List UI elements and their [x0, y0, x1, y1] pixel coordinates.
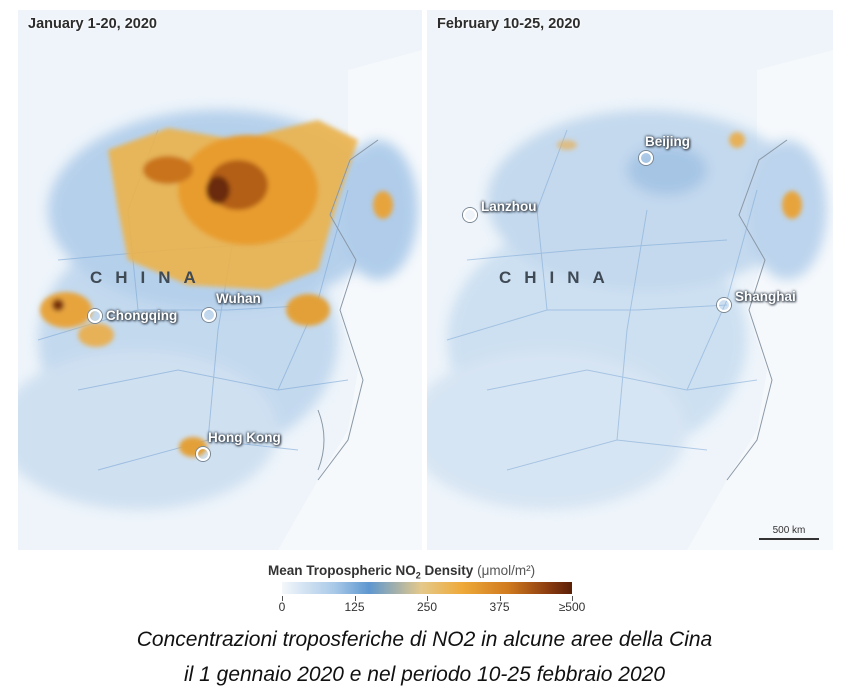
- city-hong-kong: Hong Kong: [196, 430, 281, 461]
- city-wuhan: Wuhan: [202, 291, 261, 322]
- caption-line-1: Concentrazioni troposferiche di NO2 in a…: [136, 628, 713, 651]
- city-label: Shanghai: [735, 288, 796, 304]
- legend-title: Mean Tropospheric NO2 Density (μmol/m²): [268, 563, 588, 581]
- legend-gradient-bar: [282, 582, 572, 594]
- legend-tick: [427, 596, 428, 601]
- city-marker-icon: [202, 308, 216, 322]
- city-marker-icon: [639, 151, 653, 165]
- country-label: CHINA: [499, 268, 618, 287]
- city-label: Chongqing: [106, 308, 178, 323]
- city-marker-icon: [717, 298, 731, 312]
- legend-tick-label: 375: [489, 600, 510, 614]
- panel-title-february: February 10-25, 2020: [437, 16, 581, 32]
- scale-bar: 500 km: [759, 525, 819, 540]
- city-beijing: Beijing: [639, 134, 690, 165]
- no2-map-february: [427, 10, 833, 550]
- city-shanghai: Shanghai: [717, 280, 796, 312]
- city-marker-icon: [196, 447, 210, 461]
- legend-tick-label: 250: [416, 600, 438, 614]
- legend-tick: [572, 596, 573, 601]
- legend-tick-label: ≥500: [558, 600, 586, 614]
- legend-tick-label: 0: [278, 600, 286, 614]
- legend-tick-label: 125: [344, 600, 365, 614]
- legend-tick: [282, 596, 283, 601]
- map-panel-february: February 10-25, 2020 CHINA Lanzhou Beiji…: [427, 10, 833, 550]
- legend-tick: [354, 596, 356, 601]
- legend-tick: [499, 596, 501, 601]
- legend-title-rest: Density: [420, 563, 474, 578]
- city-lanzhou: Lanzhou: [463, 190, 537, 222]
- caption-line-2: il 1 gennaio 2020 e nel periodo 10-25 fe…: [183, 663, 666, 686]
- legend-unit: (μmol/m²): [477, 563, 536, 578]
- figure-caption: Concentrazioni troposferiche di NO2 in a…: [0, 622, 849, 692]
- city-label: Beijing: [645, 134, 691, 149]
- legend-title-main: Mean Tropospheric NO: [268, 563, 416, 578]
- color-legend: Mean Tropospheric NO2 Density (μmol/m²) …: [0, 556, 849, 620]
- city-chongqing: Chongqing: [88, 308, 177, 323]
- city-label: Wuhan: [216, 291, 261, 306]
- scale-label: 500 km: [772, 525, 806, 536]
- city-label: Hong Kong: [208, 430, 281, 445]
- panel-title-january: January 1-20, 2020: [28, 16, 157, 32]
- country-label: CHINA: [90, 268, 209, 287]
- city-marker-icon: [463, 208, 477, 222]
- legend-title-subscript: 2: [415, 570, 421, 581]
- scale-line: [759, 538, 819, 540]
- city-marker-icon: [88, 308, 102, 323]
- no2-map-january: [18, 10, 422, 550]
- map-panel-january: January 1-20, 2020 CHINA Chongqing Wuhan…: [18, 10, 422, 550]
- city-label: Lanzhou: [481, 198, 537, 214]
